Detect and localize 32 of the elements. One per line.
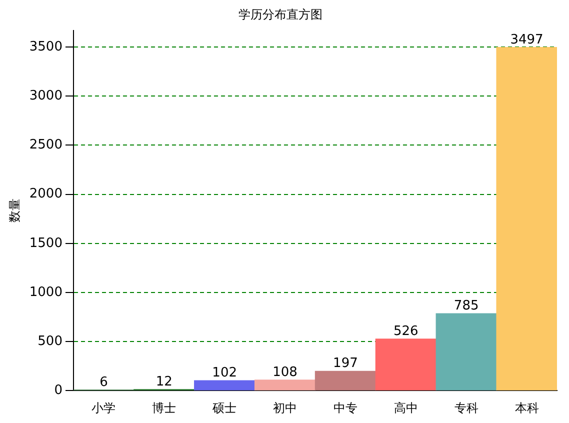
data-label: 785 [454, 298, 479, 314]
data-label: 6 [100, 374, 108, 390]
y-tick-label: 1000 [29, 284, 62, 300]
data-label: 3497 [510, 32, 544, 48]
bar [254, 380, 316, 390]
x-tick-label: 高中 [394, 400, 418, 415]
data-label: 526 [393, 324, 418, 339]
data-label: 197 [333, 356, 358, 372]
y-tick-label: 2500 [29, 138, 62, 153]
bar [314, 370, 376, 390]
y-axis-title: 数量 [7, 198, 22, 222]
y-tick-label: 0 [54, 382, 62, 398]
x-tick-label: 硕士 [212, 400, 237, 415]
data-label: 102 [212, 365, 237, 380]
data-label: 12 [156, 374, 172, 390]
bar [436, 313, 497, 390]
bar [496, 47, 557, 390]
x-tick-label: 本科 [514, 400, 539, 415]
bar [375, 338, 436, 390]
y-tick-label: 2000 [29, 186, 62, 202]
x-tick-label: 专科 [454, 400, 478, 415]
bar [194, 380, 256, 390]
y-tick-label: 500 [38, 334, 62, 349]
x-tick-label: 博士 [152, 400, 176, 415]
y-tick-label: 3500 [29, 39, 62, 54]
chart-title: 学历分布直方图 [238, 7, 322, 22]
x-tick-label: 中专 [333, 400, 358, 415]
y-tick-label: 1500 [29, 236, 62, 251]
x-tick-label: 小学 [92, 400, 116, 415]
x-tick-label: 初中 [273, 400, 298, 415]
y-tick-label: 3000 [29, 88, 62, 104]
data-label: 108 [272, 364, 298, 380]
